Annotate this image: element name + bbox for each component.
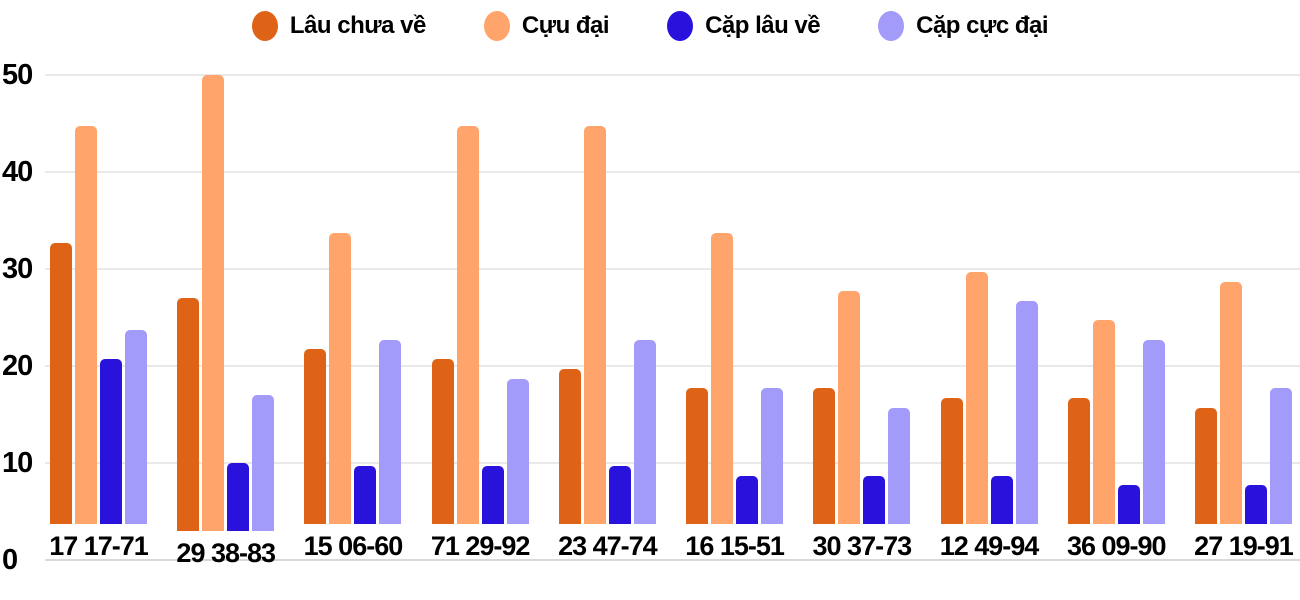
legend-item: Cựu đại	[483, 11, 610, 41]
bar-series-2	[583, 126, 606, 524]
legend-label: Cặp cực đại	[916, 12, 1049, 39]
bar-series-1	[1067, 397, 1090, 524]
bar-series-3	[608, 465, 631, 524]
bar-cluster	[177, 75, 275, 531]
x-axis-category-label: 16 15-51	[685, 531, 785, 561]
bar-series-2	[838, 291, 861, 524]
x-axis-category-label: 12 49-94	[939, 531, 1040, 561]
bar-series-1	[177, 298, 200, 531]
x-axis-category-label: 36 09-90	[1066, 531, 1167, 561]
bar-series-1	[304, 349, 327, 524]
bar-series-2	[965, 271, 988, 524]
gridline	[45, 365, 1300, 367]
x-axis-category-label: 17 17-71	[49, 531, 149, 561]
bar-group: 12 49-94	[939, 75, 1040, 561]
gridline	[45, 462, 1300, 464]
bar-cluster	[813, 75, 911, 524]
bar-series-3	[736, 475, 759, 524]
x-axis-category-label: 15 06-60	[303, 531, 404, 561]
chart-legend: Lâu chưa về Cựu đại Cặp lâu về Cặp cực đại	[0, 4, 1300, 48]
bar-group: 15 06-60	[303, 75, 404, 561]
bar-cluster	[686, 75, 784, 524]
bar-series-4	[1015, 300, 1038, 524]
bar-group: 71 29-92	[430, 75, 531, 561]
bar-series-3	[1117, 485, 1140, 524]
bar-cluster	[558, 75, 656, 524]
x-axis-category-label: 23 47-74	[558, 531, 658, 561]
bar-cluster	[431, 75, 529, 524]
bar-series-3	[481, 465, 504, 524]
bar-series-2	[456, 126, 479, 524]
y-axis-tick-label: 50	[2, 59, 33, 91]
bar-series-4	[633, 339, 656, 524]
y-axis-tick-label: 10	[2, 447, 33, 479]
y-axis-tick-label: 20	[2, 350, 33, 382]
bar-group: 30 37-73	[812, 75, 913, 561]
bar-series-2	[1219, 281, 1242, 524]
bar-group: 27 19-91	[1194, 75, 1294, 561]
bar-series-1	[50, 242, 72, 524]
gridline	[45, 268, 1300, 270]
x-axis-category-label: 30 37-73	[812, 531, 913, 561]
y-axis-tick-label: 30	[2, 253, 33, 285]
bar-series-3	[863, 475, 886, 524]
x-axis-category-label: 71 29-92	[430, 531, 531, 561]
bar-series-1	[813, 388, 836, 524]
bar-series-4	[125, 330, 147, 524]
bar-series-3	[990, 475, 1013, 524]
legend-color-dot	[667, 11, 694, 41]
bar-series-4	[379, 339, 402, 524]
bar-cluster	[940, 75, 1038, 524]
bar-series-4	[888, 407, 911, 524]
bar-cluster	[50, 75, 147, 524]
x-axis-category-label: 29 38-83	[176, 537, 276, 568]
bar-groups: 17 17-71 29 38-83 15 06-60 71 29-92 23 47-74…	[49, 75, 1294, 566]
bar-series-1	[558, 368, 581, 524]
bar-series-4	[1142, 339, 1165, 524]
x-axis-baseline	[45, 559, 1300, 561]
y-axis-tick-label: 40	[2, 156, 33, 188]
legend-label: Cặp lâu về	[705, 12, 821, 39]
legend-color-dot	[483, 11, 510, 41]
bar-series-2	[202, 75, 225, 531]
legend-item: Cặp cực đại	[878, 11, 1049, 41]
bar-series-1	[1194, 407, 1217, 524]
bar-group: 23 47-74	[558, 75, 658, 561]
bar-group: 17 17-71	[49, 75, 149, 561]
bar-series-2	[711, 233, 734, 524]
legend-color-dot	[878, 11, 905, 41]
bar-series-3	[227, 463, 250, 531]
bar-series-4	[1269, 388, 1292, 524]
bar-group: 16 15-51	[685, 75, 785, 561]
bar-series-2	[1092, 320, 1115, 524]
bar-series-1	[940, 397, 963, 524]
bar-series-3	[100, 359, 122, 524]
legend-item: Cặp lâu về	[667, 11, 821, 41]
bar-series-1	[686, 388, 709, 524]
bar-series-1	[431, 359, 454, 524]
y-axis-tick-label: 0	[2, 544, 18, 576]
gridline	[45, 171, 1300, 173]
bar-series-2	[329, 233, 352, 524]
bar-group: 36 09-90	[1066, 75, 1167, 561]
bar-cluster	[1194, 75, 1292, 524]
bar-group: 29 38-83	[176, 75, 276, 566]
bar-series-3	[354, 465, 377, 524]
bar-series-3	[1244, 485, 1267, 524]
legend-label: Lâu chưa về	[289, 12, 426, 39]
bar-series-4	[506, 378, 529, 524]
bar-cluster	[1067, 75, 1165, 524]
bar-series-4	[761, 388, 784, 524]
legend-color-dot	[251, 11, 278, 41]
x-axis-category-label: 27 19-91	[1194, 531, 1294, 561]
legend-label: Cựu đại	[521, 12, 610, 39]
bar-cluster	[304, 75, 402, 524]
gridline	[45, 74, 1300, 76]
legend-item: Lâu chưa về	[251, 11, 426, 41]
bar-series-4	[252, 395, 275, 531]
bar-series-2	[75, 126, 97, 524]
